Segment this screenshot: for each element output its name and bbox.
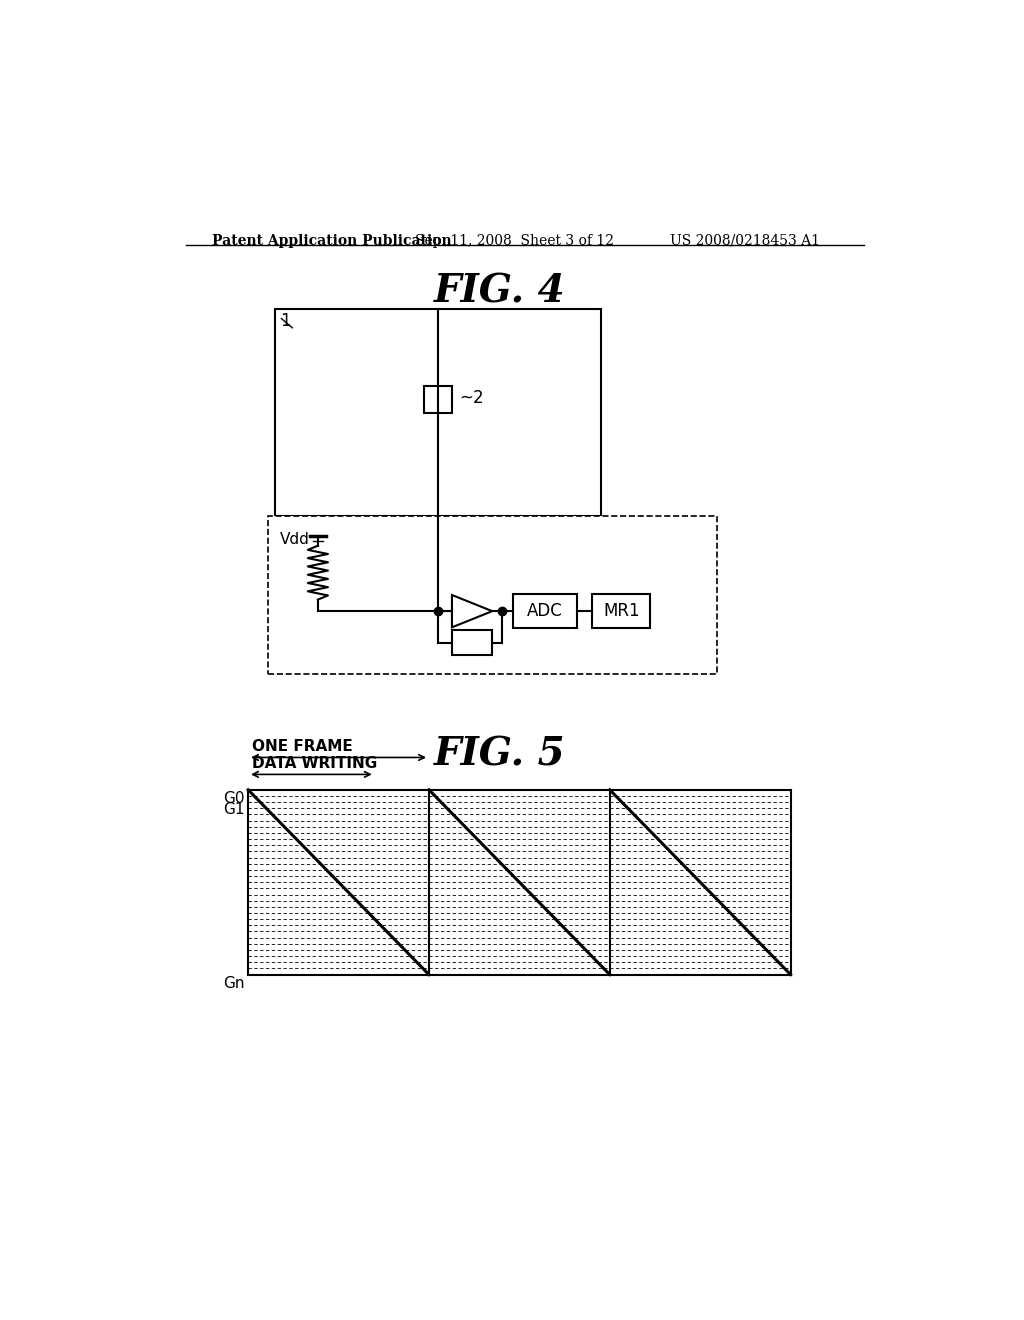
Text: ADC: ADC <box>527 602 563 620</box>
Text: Sep. 11, 2008  Sheet 3 of 12: Sep. 11, 2008 Sheet 3 of 12 <box>415 234 613 248</box>
Text: Gn: Gn <box>223 977 245 991</box>
Text: ~2: ~2 <box>460 389 484 407</box>
Text: MR1: MR1 <box>603 602 640 620</box>
Text: G0: G0 <box>223 792 245 807</box>
Text: 1: 1 <box>280 313 291 330</box>
Bar <box>275 309 601 516</box>
Bar <box>267 516 717 675</box>
Bar <box>513 594 577 628</box>
Text: Vdd: Vdd <box>281 532 310 546</box>
Polygon shape <box>452 595 493 627</box>
Text: FIG. 4: FIG. 4 <box>434 272 566 310</box>
Bar <box>424 385 452 413</box>
Text: FIG. 5: FIG. 5 <box>434 737 566 774</box>
Text: DATA WRITING: DATA WRITING <box>252 755 377 771</box>
Text: ONE FRAME: ONE FRAME <box>252 739 352 754</box>
Text: Patent Application Publication: Patent Application Publication <box>212 234 452 248</box>
Bar <box>452 631 493 655</box>
Bar <box>248 789 791 974</box>
Text: US 2008/0218453 A1: US 2008/0218453 A1 <box>671 234 820 248</box>
Bar <box>592 594 650 628</box>
Text: G1: G1 <box>223 803 245 817</box>
